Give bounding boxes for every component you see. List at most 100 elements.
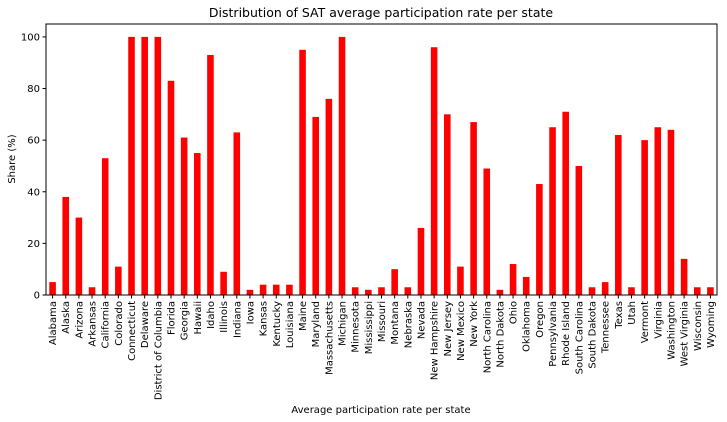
bar-mississippi: [365, 289, 372, 295]
x-tick-label: Oklahoma: [522, 301, 533, 352]
bar-oklahoma: [522, 276, 530, 295]
x-tick-label: Maine: [298, 301, 309, 331]
bar-michigan: [338, 36, 346, 296]
x-tick-label: Vermont: [640, 301, 651, 343]
x-tick-label: Montana: [390, 301, 401, 345]
x-tick-label: Virginia: [653, 301, 664, 339]
bar-iowa: [246, 289, 254, 295]
x-tick-label: Delaware: [140, 301, 151, 348]
x-tick-label: Kansas: [259, 301, 270, 336]
y-tick-label: 80: [27, 84, 40, 95]
x-tick-label: Ohio: [509, 301, 520, 324]
bar-pennsylvania: [549, 127, 556, 296]
bar-nevada: [417, 227, 425, 295]
bar-washington: [667, 129, 675, 295]
x-tick-label: South Dakota: [588, 301, 599, 369]
bar-alaska: [62, 196, 70, 295]
bar-missouri: [378, 287, 385, 295]
bar-district-of-columbia: [154, 36, 162, 296]
bar-tennessee: [601, 282, 609, 295]
x-tick-label: Minnesota: [351, 301, 362, 353]
bar-kansas: [259, 284, 267, 295]
x-tick-label: Mississippi: [364, 301, 375, 354]
bar-arkansas: [88, 287, 96, 295]
x-tick-label: Idaho: [206, 301, 217, 329]
x-tick-label: North Carolina: [482, 301, 493, 373]
x-tick-label: New Mexico: [456, 301, 467, 361]
x-tick-label: Nebraska: [403, 301, 414, 348]
bar-new-mexico: [457, 266, 464, 295]
x-tick-label: Illinois: [219, 301, 230, 333]
x-tick-label: Oregon: [535, 301, 546, 338]
bar-maine: [299, 49, 306, 296]
bar-idaho: [207, 54, 214, 295]
x-tick-label: Kentucky: [272, 301, 283, 347]
x-tick-label: Hawaii: [193, 301, 204, 335]
bar-illinois: [220, 271, 227, 295]
x-tick-label: South Carolina: [574, 301, 585, 374]
x-tick-label: Maryland: [311, 301, 322, 347]
chart-title: Distribution of SAT average participatio…: [209, 5, 553, 20]
x-tick-label: Rhode Island: [561, 301, 572, 366]
bar-georgia: [180, 137, 188, 295]
x-tick-label: Georgia: [180, 301, 191, 340]
x-tick-label: Wyoming: [706, 301, 717, 348]
bar-wisconsin: [693, 287, 701, 295]
x-tick-label: Alaska: [61, 301, 72, 334]
x-tick-label: Alabama: [48, 301, 59, 345]
x-tick-label: Arizona: [74, 301, 85, 339]
x-tick-label: Nevada: [416, 301, 427, 339]
bar-nebraska: [404, 287, 412, 295]
bar-rhode-island: [562, 111, 569, 295]
x-tick-label: New Hampshire: [430, 301, 441, 380]
x-tick-label: New York: [469, 301, 480, 347]
y-axis-label: Share (%): [7, 134, 18, 183]
y-tick-label: 0: [34, 291, 40, 302]
bar-texas: [615, 134, 622, 295]
x-tick-label: Wisconsin: [693, 301, 704, 351]
bar-south-dakota: [588, 287, 596, 295]
bar-ohio: [509, 264, 517, 295]
bar-connecticut: [128, 36, 135, 296]
bar-new-york: [470, 122, 477, 295]
x-axis-label: Average participation rate per state: [291, 405, 470, 416]
x-tick-label: Louisiana: [285, 301, 296, 348]
bar-alabama: [49, 282, 56, 295]
x-tick-label: Utah: [627, 301, 638, 325]
x-tick-label: Massachusetts: [324, 301, 335, 375]
x-tick-label: Texas: [614, 301, 625, 330]
x-tick-label: New Jersey: [443, 301, 454, 357]
bar-north-dakota: [496, 289, 504, 295]
bar-california: [101, 158, 109, 295]
bar-maryland: [312, 116, 320, 295]
bar-indiana: [233, 132, 241, 295]
bar-minnesota: [351, 287, 359, 295]
bar-new-jersey: [444, 114, 451, 295]
x-tick-label: Arkansas: [88, 301, 99, 347]
bar-oregon: [536, 184, 543, 295]
bar-north-carolina: [483, 168, 491, 295]
bar-new-hampshire: [430, 47, 438, 296]
bar-massachusetts: [325, 98, 333, 295]
x-tick-label: Connecticut: [127, 301, 138, 361]
x-axis-ticks: Alabama Alaska Arizona Arkansas California Co…: [48, 295, 717, 400]
bars-group: [49, 36, 714, 296]
x-tick-label: Washington: [666, 301, 677, 360]
y-tick-label: 40: [27, 187, 40, 198]
y-tick-label: 20: [27, 239, 40, 250]
bar-montana: [391, 269, 398, 295]
x-tick-label: Florida: [166, 301, 177, 335]
bar-kentucky: [272, 284, 280, 295]
x-tick-label: Missouri: [377, 301, 388, 342]
plot-frame: [45, 23, 718, 296]
x-tick-label: District of Columbia: [153, 301, 164, 400]
bar-utah: [628, 287, 635, 295]
bar-south-carolina: [575, 165, 583, 295]
bar-west-virginia: [680, 258, 688, 295]
x-tick-label: California: [101, 301, 112, 349]
bar-hawaii: [194, 153, 201, 295]
bar-florida: [167, 80, 175, 295]
y-tick-label: 60: [27, 136, 40, 147]
